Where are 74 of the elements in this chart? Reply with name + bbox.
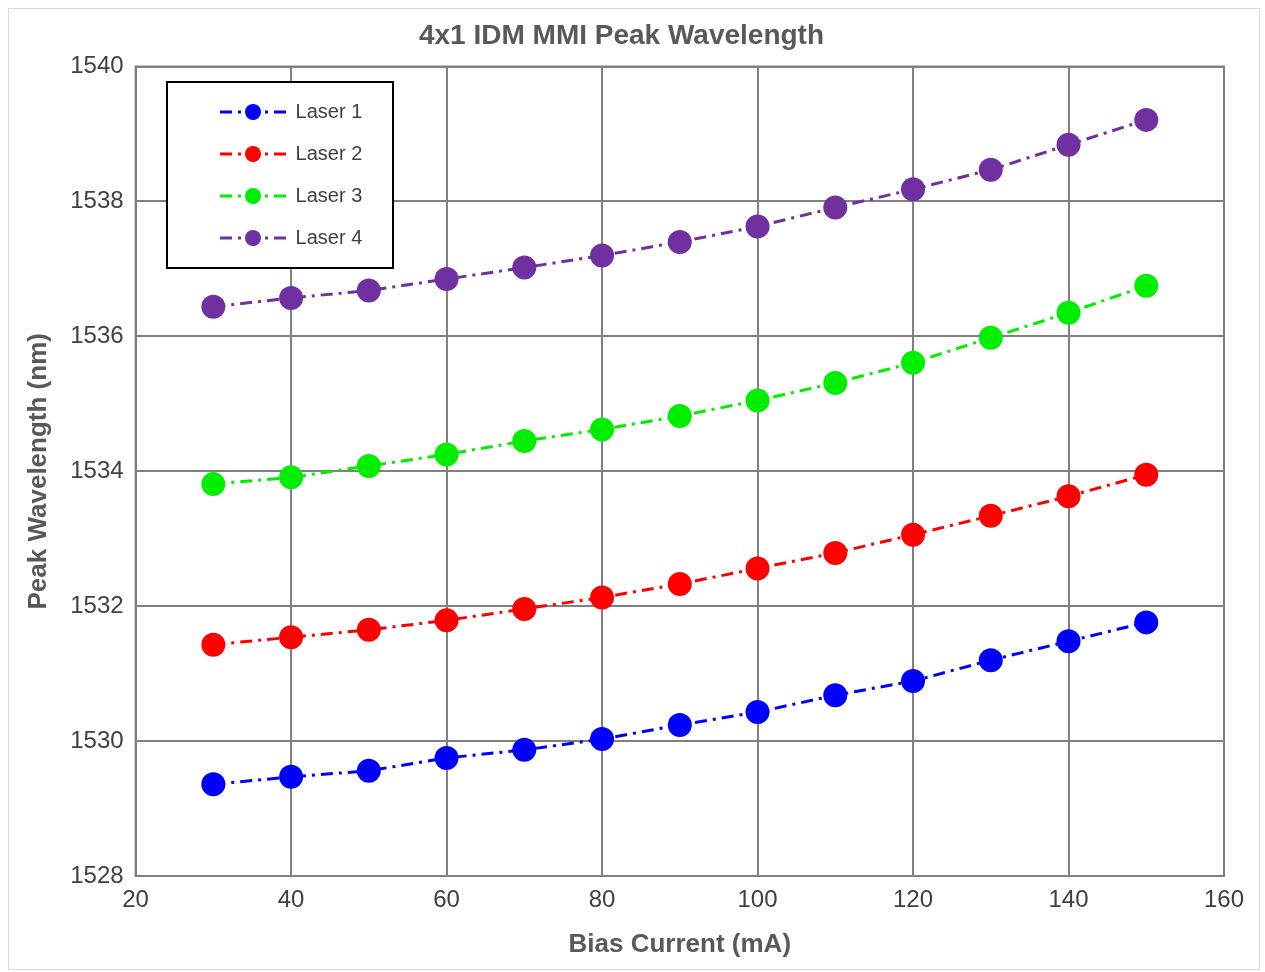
x-tick-label: 40: [277, 885, 305, 913]
point: [356, 617, 381, 642]
point: [901, 177, 926, 202]
point: [1134, 610, 1159, 635]
point: [279, 465, 304, 490]
point: [667, 403, 692, 428]
point: [1056, 484, 1081, 509]
x-tick-label: 20: [122, 885, 149, 913]
point: [201, 472, 226, 497]
x-tick-label: 100: [737, 885, 778, 913]
point: [512, 596, 537, 621]
point: [590, 585, 615, 610]
x-axis-title: Bias Current (mA): [568, 927, 792, 958]
point: [356, 758, 381, 783]
point: [512, 255, 537, 280]
point: [356, 453, 381, 478]
point: [1056, 300, 1081, 325]
point: [434, 267, 459, 292]
point: [512, 737, 537, 762]
point: [745, 700, 770, 725]
point: [590, 417, 615, 442]
point: [434, 745, 459, 770]
legend-label: Laser 4: [295, 226, 363, 250]
point: [978, 325, 1003, 350]
legend-label: Laser 2: [295, 142, 363, 166]
point: [279, 764, 304, 789]
y-tick-label: 1538: [70, 186, 124, 214]
x-tick-label: 80: [588, 885, 616, 913]
y-tick-label: 1536: [70, 321, 124, 349]
point: [823, 540, 848, 565]
point: [823, 683, 848, 708]
point: [434, 442, 459, 467]
point: [978, 648, 1003, 673]
y-tick-label: 1532: [70, 590, 124, 618]
y-tick-label: 1530: [70, 725, 124, 753]
chart-title: 4x1 IDM MMI Peak Wavelength: [418, 18, 825, 50]
y-tick-label: 1534: [70, 455, 124, 483]
point: [667, 712, 692, 737]
point: [823, 195, 848, 220]
point: [1134, 107, 1159, 132]
point: [823, 370, 848, 395]
point: [434, 608, 459, 633]
point: [201, 632, 226, 657]
y-axis-title: Peak Wavelength (nm): [21, 333, 52, 610]
point: [201, 772, 226, 797]
point: [590, 727, 615, 752]
point: [1056, 132, 1081, 157]
point: [978, 503, 1003, 528]
point: [1134, 273, 1159, 298]
legend-label: Laser 1: [295, 100, 363, 124]
x-tick-label: 120: [893, 885, 934, 913]
point: [279, 285, 304, 310]
point: [1134, 462, 1159, 487]
point: [667, 229, 692, 254]
point: [667, 571, 692, 596]
point: [590, 243, 615, 268]
point: [745, 214, 770, 239]
point: [901, 522, 926, 547]
point: [901, 669, 926, 694]
point: [356, 278, 381, 303]
point: [512, 428, 537, 453]
x-tick-label: 60: [433, 885, 460, 913]
x-tick-label: 160: [1203, 885, 1245, 913]
legend-label: Laser 3: [295, 184, 363, 208]
point: [279, 625, 304, 650]
point: [745, 388, 770, 413]
point: [745, 556, 770, 581]
point: [201, 294, 226, 319]
x-tick-label: 140: [1048, 885, 1089, 913]
point: [978, 157, 1003, 182]
y-tick-label: 1528: [70, 860, 124, 888]
y-tick-label: 1540: [70, 51, 124, 79]
point: [901, 350, 926, 375]
point: [1056, 629, 1081, 654]
